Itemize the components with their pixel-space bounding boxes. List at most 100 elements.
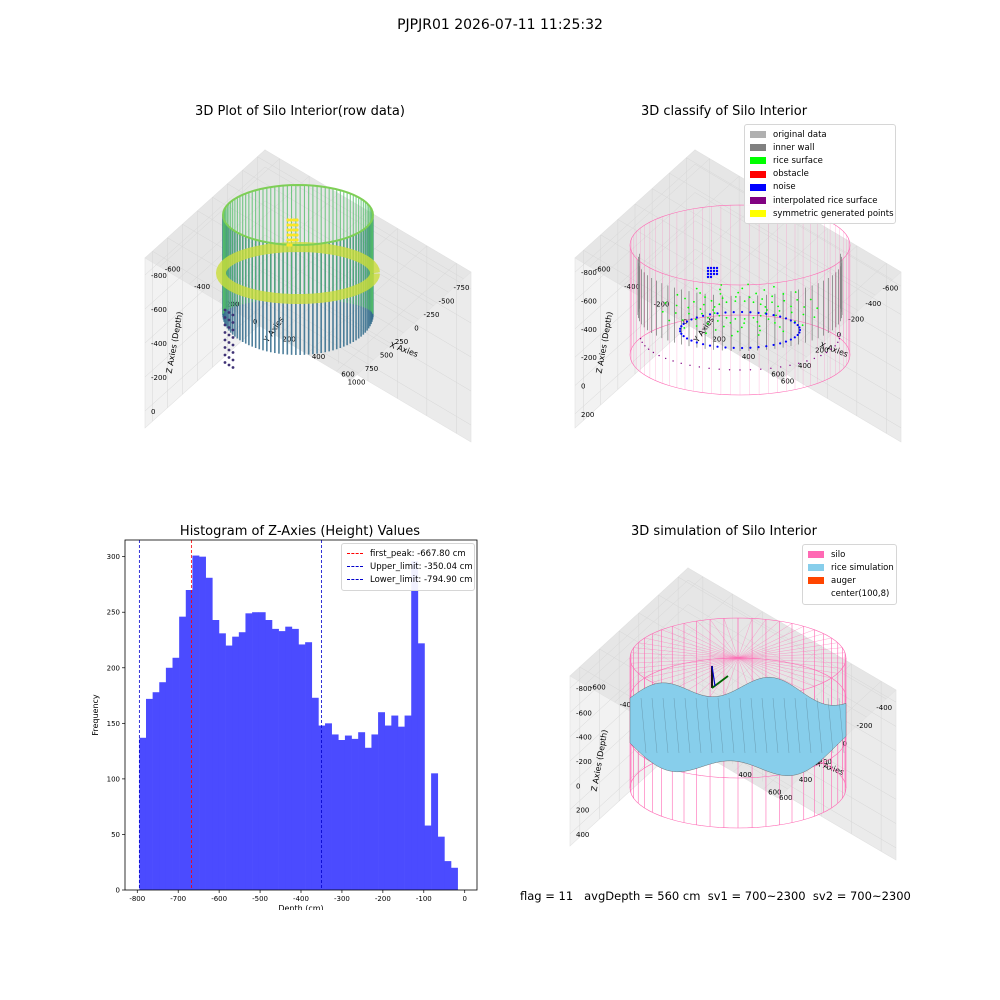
rice-surface-point [695,287,698,290]
silo-wireframe [737,637,832,659]
rice-surface-point [712,309,714,311]
x-tick-label: -400 [865,300,881,308]
histogram-bar [192,555,200,890]
grid-line [574,248,696,358]
figure-title: PJPJR01 2026-07-11 11:25:32 [397,17,603,33]
silo-wireframe [723,657,739,698]
panel2-legend: original data inner wall rice surface ob… [744,124,896,225]
surface-mesh [728,697,735,754]
histogram-bar [378,712,386,890]
rice-surface-point [743,300,746,303]
interpolated-point [664,357,667,360]
peak-point [289,233,293,237]
rice-surface-point [713,312,716,314]
y-tick-label: 200 [282,335,295,343]
surface-mesh [816,697,823,754]
noise-point [706,269,710,273]
low-point [231,343,235,347]
noise-point [701,343,705,346]
interpolated-point [830,348,833,350]
noise-point [706,272,710,276]
y-tick-label: 200 [712,335,725,343]
noise-point [798,331,801,334]
histogram-bar [218,633,226,890]
peak-point [292,238,296,242]
panel2-title: 3D classify of Silo Interior [640,104,808,119]
x-tick-label: 400 [799,776,812,784]
grid-line [159,158,280,267]
low-point [227,341,231,344]
interpolated-point [641,341,643,343]
silo-wireframe [737,657,804,690]
noise-point [682,335,685,338]
x-tick-label: -300 [334,895,350,903]
rice-surface-point [743,322,746,325]
legend-line [347,553,363,555]
rice-surface-point [752,301,755,304]
low-point [223,308,227,312]
noise-point [706,275,710,279]
silo-wireframe [723,618,739,659]
panel4-3d-plot: -400-2000200400600-600-400-2000200400600… [569,567,897,861]
noise-point [709,266,713,270]
silo-wireframe [737,633,824,659]
interpolated-point [760,368,762,370]
grid-line [707,228,828,337]
rice-surface-point [801,324,804,327]
noise-point [757,311,760,314]
rice-surface-point [736,330,739,333]
panel4-legend: silo rice simulation auger center(100,8) [802,544,897,605]
rice-surface-point [714,329,717,331]
noise-point [716,312,719,315]
z-tick-label: 200 [581,411,594,419]
noise-point [740,310,744,314]
rice-surface-point [681,319,684,322]
y-tick-label: 0 [683,318,687,326]
rice-surface-point [702,303,705,306]
low-point [223,331,227,334]
histogram-bar [318,725,326,890]
rice-surface-point [767,318,770,321]
histogram-bar [411,561,419,890]
low-point [227,348,231,352]
x-tick-label: -750 [454,284,470,292]
interpolated-point [813,357,816,360]
silo-wireframe [644,657,739,679]
histogram-bar [338,740,346,890]
silo-wireframe [661,657,739,687]
noise-point [772,313,775,317]
y-tick-label: 400 [312,353,325,361]
x-tick-label: -500 [439,297,455,305]
rice-surface-point [710,299,713,302]
histogram-bar [331,734,339,890]
rice-surface-point [755,292,758,295]
histogram-bar [344,735,352,890]
surface-mesh [706,697,713,754]
rice-surface-point [773,285,775,288]
y-tick-label: 600 [341,370,354,378]
rice-surface-point [668,319,671,322]
z-tick-label: -200 [576,758,592,766]
histogram-bar [238,632,246,890]
legend-label: inner wall [773,142,815,153]
x-tick-label: -250 [424,311,440,319]
silo-wireframe [672,657,739,690]
z-tick-label: 0 [151,408,155,416]
histogram-bar [285,626,293,890]
grid-line [144,200,266,310]
histogram-bar [165,667,173,890]
surface-mesh [717,697,724,754]
noise-point [712,272,716,276]
histogram-bar [179,616,187,890]
low-point [223,323,227,327]
rice-surface-point [725,316,728,319]
peak-point [286,228,290,232]
rice-surface-point [706,322,709,325]
rice-surface-point [734,295,737,298]
interpolated-point [789,364,791,367]
z-tick-label: 200 [576,807,589,815]
noise-point [765,312,768,315]
low-point [231,313,235,317]
rice-surface-point [684,297,686,300]
noise-point [724,346,727,349]
